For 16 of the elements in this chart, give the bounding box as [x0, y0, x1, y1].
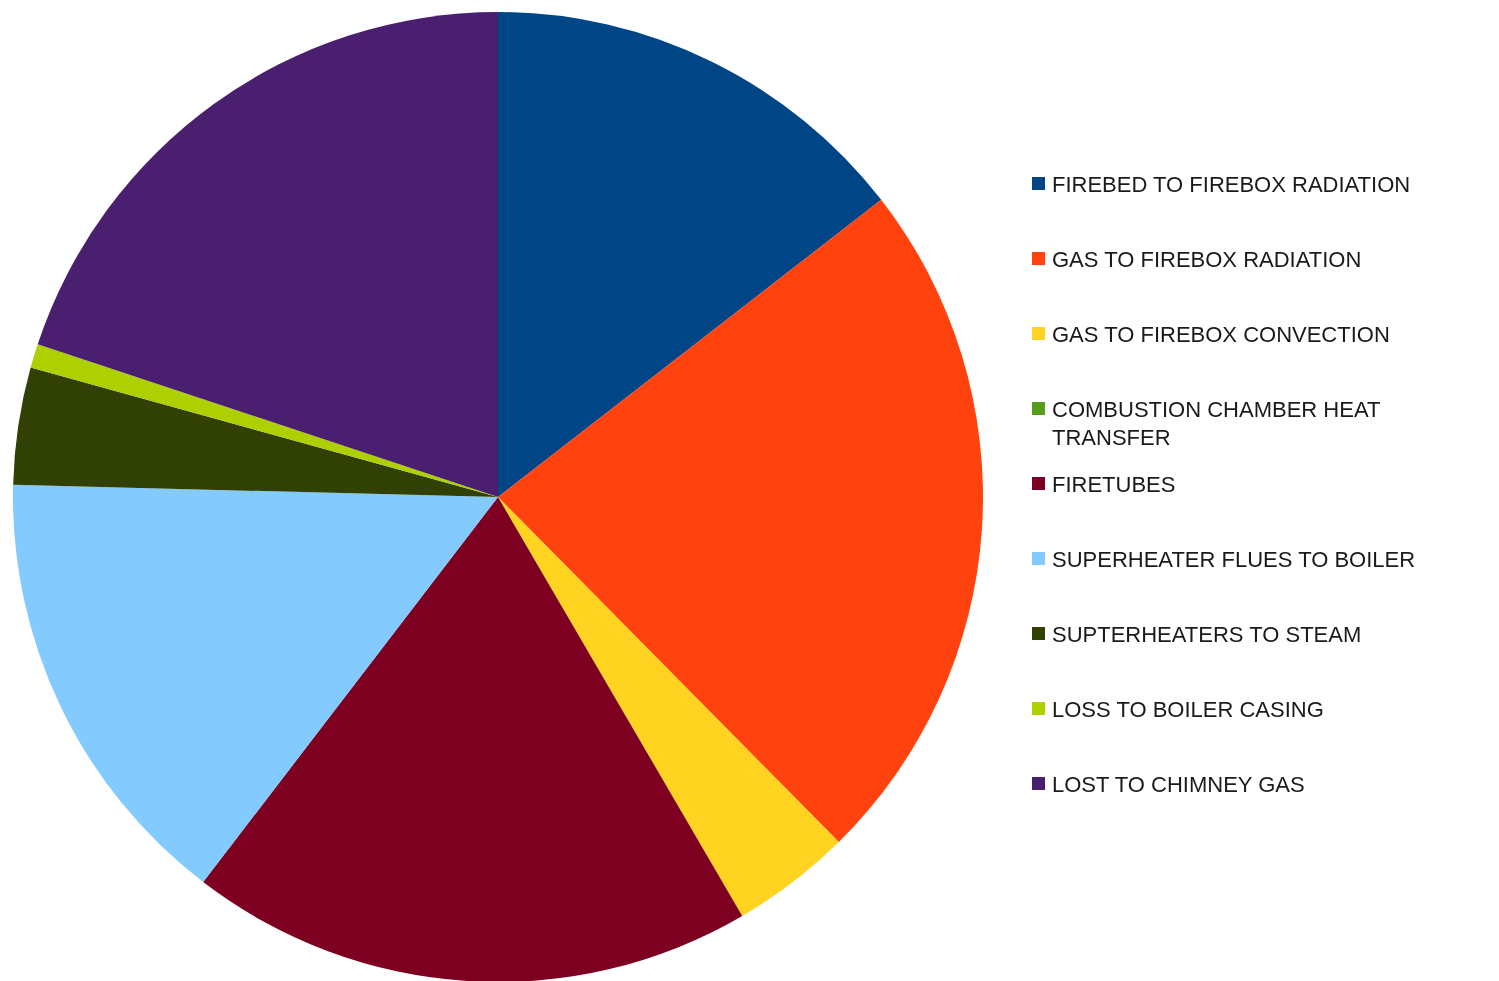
pie-slice: [203, 497, 743, 981]
pie-slice: [498, 12, 882, 497]
pie-slice: [13, 367, 498, 497]
legend-label: COMBUSTION CHAMBER HEAT TRANSFER: [1052, 396, 1381, 451]
legend-label: SUPTERHEATERS TO STEAM: [1052, 621, 1362, 647]
pie-slice: [498, 497, 839, 916]
legend-label: LOST TO CHIMNEY GAS: [1052, 771, 1305, 797]
pie-slice: [13, 484, 498, 883]
legend-label: SUPERHEATER FLUES TO BOILER: [1052, 546, 1416, 572]
legend-label: GAS TO FIREBOX CONVECTION: [1052, 321, 1390, 347]
legend-label: FIRETUBES: [1052, 471, 1176, 497]
legend-label: FIREBED TO FIREBOX RADIATION: [1052, 171, 1411, 197]
pie-slice: [498, 199, 983, 843]
legend-label: LOSS TO BOILER CASING: [1052, 696, 1324, 722]
legend-label: GAS TO FIREBOX RADIATION: [1052, 246, 1362, 272]
pie-slice: [37, 12, 498, 497]
